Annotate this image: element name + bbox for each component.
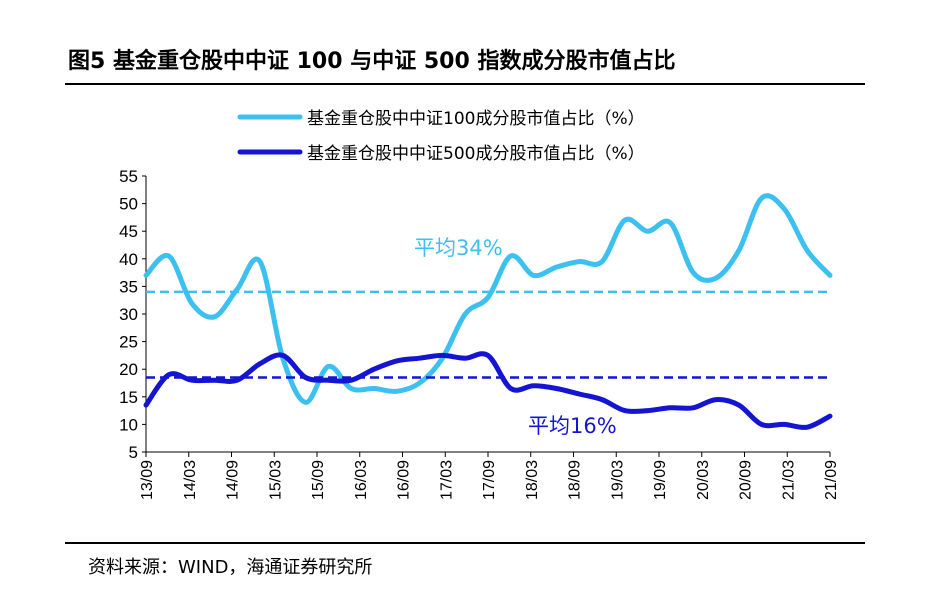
y-tick-label: 5 bbox=[129, 443, 138, 462]
x-tick-label: 21/03 bbox=[780, 460, 797, 500]
y-tick-label: 45 bbox=[119, 222, 138, 241]
x-tick-label: 17/09 bbox=[481, 460, 498, 500]
legend-label-0: 基金重仓股中中证100成分股市值占比（%） bbox=[307, 109, 645, 129]
chart-annotations: 平均34% 平均16% bbox=[414, 236, 617, 438]
source-rule bbox=[65, 542, 865, 544]
series-line-1 bbox=[143, 351, 833, 430]
y-tick-label: 20 bbox=[119, 360, 138, 379]
title-rule bbox=[65, 83, 865, 85]
x-tick-label: 21/09 bbox=[823, 460, 840, 500]
x-tick-label: 20/09 bbox=[738, 460, 755, 500]
x-tick-label: 17/03 bbox=[438, 460, 455, 500]
x-tick-label: 18/09 bbox=[567, 460, 584, 500]
y-axis-ticks: 5 10 15 20 25 30 35 40 45 50 55 bbox=[119, 167, 146, 462]
y-tick-label: 10 bbox=[119, 415, 138, 434]
y-tick-label: 50 bbox=[119, 195, 138, 214]
y-tick-label: 15 bbox=[119, 388, 138, 407]
x-tick-label: 20/03 bbox=[695, 460, 712, 500]
y-tick-label: 30 bbox=[119, 305, 138, 324]
chart-series bbox=[143, 193, 833, 430]
x-tick-label: 18/03 bbox=[524, 460, 541, 500]
average-annotation-0: 平均34% bbox=[414, 236, 503, 260]
average-annotation-1: 平均16% bbox=[528, 414, 617, 438]
figure-title: 图5 基金重仓股中中证 100 与中证 500 指数成分股市值占比 bbox=[68, 49, 676, 74]
legend-label-1: 基金重仓股中中证500成分股市值占比（%） bbox=[307, 144, 645, 164]
y-tick-label: 35 bbox=[119, 277, 138, 296]
x-tick-label: 14/09 bbox=[225, 460, 242, 500]
chart-axes bbox=[145, 176, 830, 453]
y-tick-label: 40 bbox=[119, 250, 138, 269]
x-tick-label: 14/03 bbox=[182, 460, 199, 500]
source-note: 资料来源：WIND，海通证券研究所 bbox=[88, 557, 373, 578]
x-tick-label: 13/09 bbox=[139, 460, 156, 500]
x-tick-label: 16/09 bbox=[396, 460, 413, 500]
series-line-0 bbox=[143, 193, 833, 405]
x-axis-ticks: 13/09 14/03 14/09 15/03 15/09 16/03 16/09 17/03… bbox=[139, 452, 840, 500]
x-tick-label: 15/09 bbox=[310, 460, 327, 500]
y-tick-label: 25 bbox=[119, 333, 138, 352]
y-tick-label: 55 bbox=[119, 167, 138, 186]
x-tick-label: 19/03 bbox=[609, 460, 626, 500]
x-tick-label: 16/03 bbox=[353, 460, 370, 500]
chart-legend: 基金重仓股中中证100成分股市值占比（%） 基金重仓股中中证500成分股市值占比（… bbox=[237, 109, 645, 164]
x-tick-label: 19/09 bbox=[652, 460, 669, 500]
x-tick-label: 15/03 bbox=[267, 460, 284, 500]
